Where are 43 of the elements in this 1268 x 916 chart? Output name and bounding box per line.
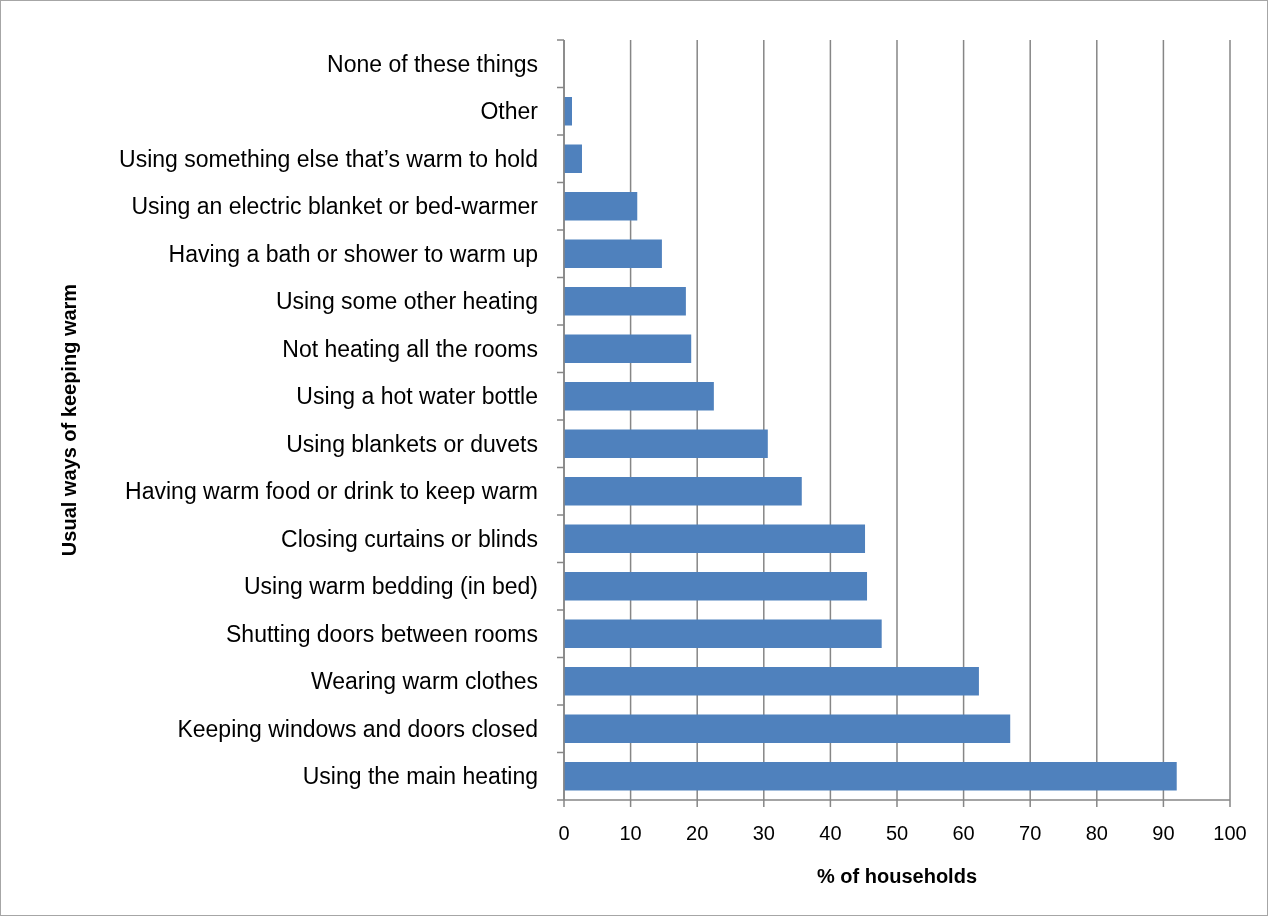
y-tick-label: Using warm bedding (in bed) — [243, 573, 538, 600]
y-tick-label: Wearing warm clothes — [310, 668, 538, 695]
x-tick-label: 50 — [885, 822, 909, 844]
x-tick-label: 0 — [558, 822, 570, 844]
x-tick-label: 40 — [819, 822, 842, 844]
bar — [564, 429, 768, 458]
bar — [564, 144, 582, 173]
bar — [564, 572, 868, 601]
y-tick-label: Using blankets or duvets — [286, 430, 538, 457]
x-tick-label: 90 — [1152, 822, 1175, 844]
y-tick-label: Closing curtains or blinds — [281, 525, 538, 552]
x-tick-label: 10 — [619, 822, 642, 844]
bar — [564, 239, 662, 268]
bar — [564, 382, 714, 411]
bar — [564, 477, 802, 506]
bar — [564, 287, 686, 316]
y-tick-label: Having warm food or drink to keep warm — [125, 478, 538, 505]
y-tick-label: None of these things — [327, 50, 538, 77]
bar — [564, 619, 882, 648]
y-tick-label: Shutting doors between rooms — [226, 620, 538, 647]
y-axis-title: Usual ways of keeping warm — [58, 283, 80, 557]
y-tick-label: Using something else that’s warm to hold — [119, 145, 538, 172]
bar — [564, 192, 638, 221]
x-tick-label: 100 — [1213, 822, 1247, 844]
y-tick-label: Keeping windows and doors closed — [177, 715, 538, 742]
x-tick-label: 20 — [686, 822, 709, 844]
bar — [564, 524, 866, 553]
x-tick-label: 70 — [1019, 822, 1042, 844]
bar — [564, 714, 1011, 743]
bar — [564, 762, 1177, 791]
bar — [564, 334, 692, 363]
x-tick-label: 80 — [1085, 822, 1108, 844]
x-tick-label: 60 — [952, 822, 975, 844]
y-tick-label: Using some other heating — [275, 288, 538, 315]
y-tick-label: Having a bath or shower to warm up — [168, 240, 538, 267]
y-tick-label: Using a hot water bottle — [296, 383, 538, 410]
y-tick-label: Using the main heating — [302, 763, 538, 790]
x-axis-title: % of households — [817, 865, 977, 887]
x-tick-label: 30 — [752, 822, 775, 844]
y-tick-label: Using an electric blanket or bed-warmer — [131, 193, 539, 220]
y-tick-label: Not heating all the rooms — [282, 335, 538, 362]
y-tick-label: Other — [480, 98, 539, 125]
bar — [564, 667, 979, 696]
